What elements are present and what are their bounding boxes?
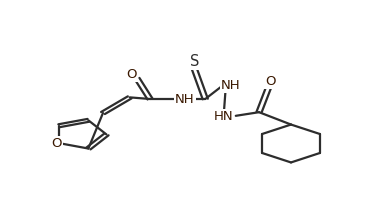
- Text: NH: NH: [221, 79, 240, 92]
- Text: O: O: [51, 137, 62, 150]
- Text: HN: HN: [214, 110, 233, 123]
- Text: O: O: [266, 75, 276, 88]
- Text: NH: NH: [175, 92, 195, 106]
- Text: O: O: [126, 68, 137, 81]
- Text: S: S: [190, 54, 200, 69]
